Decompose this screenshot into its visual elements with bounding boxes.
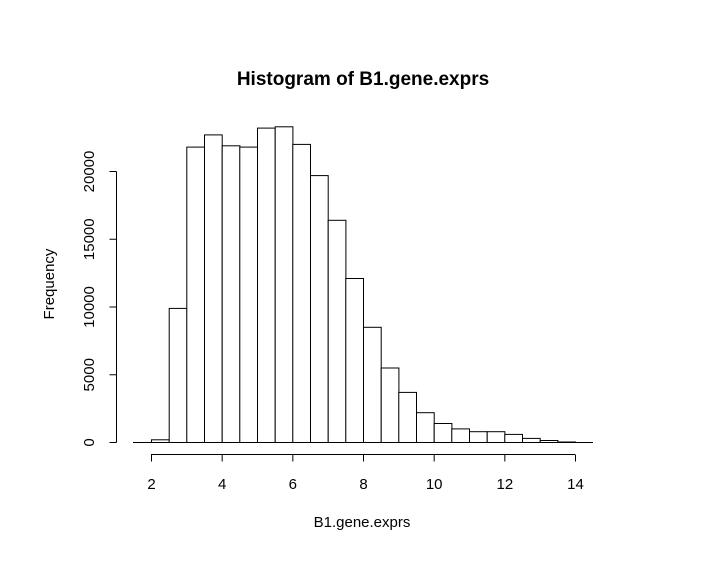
x-tick-label: 8 [359, 476, 367, 493]
x-tick-label: 2 [147, 476, 155, 493]
histogram-bar [504, 433, 523, 443]
histogram-bar [168, 307, 188, 443]
histogram-bar [469, 431, 488, 444]
histogram-bar [345, 278, 364, 443]
histogram-bars [133, 126, 593, 444]
histogram-bar [398, 391, 417, 443]
y-axis-label: Frequency [41, 248, 58, 319]
y-tick-label: 0 [81, 438, 98, 446]
x-axis: 2 4 6 8 10 12 14 [147, 454, 584, 493]
y-tick-label: 5000 [81, 358, 98, 391]
histogram-bar [380, 367, 400, 443]
x-tick-label: 4 [218, 476, 226, 493]
x-tick-label: 12 [496, 476, 513, 493]
x-axis-label: B1.gene.exprs [314, 514, 411, 531]
histogram-bar [327, 219, 347, 443]
histogram-bar [221, 145, 241, 444]
histogram-bar [363, 326, 382, 443]
histogram-bar [239, 146, 259, 443]
x-tick-label: 14 [567, 476, 584, 493]
histogram-bar [310, 175, 329, 443]
histogram-bar [451, 428, 470, 443]
y-axis: 0 5000 10000 15000 20000 [81, 151, 117, 447]
histogram-bar [274, 126, 294, 444]
histogram-bar [186, 146, 206, 443]
histogram-bar [522, 437, 541, 443]
histogram-bar [204, 134, 223, 443]
y-tick-label: 20000 [81, 151, 98, 193]
histogram-bar [257, 127, 276, 443]
histogram-bar [486, 431, 506, 444]
y-tick-label: 15000 [81, 218, 98, 260]
y-tick-label: 10000 [81, 286, 98, 328]
chart-title: Histogram of B1.gene.exprs [237, 69, 489, 90]
x-tick-label: 6 [289, 476, 297, 493]
x-tick-label: 10 [426, 476, 443, 493]
histogram-bar [292, 143, 311, 443]
histogram-bar [416, 412, 435, 444]
histogram-bar [433, 423, 453, 443]
